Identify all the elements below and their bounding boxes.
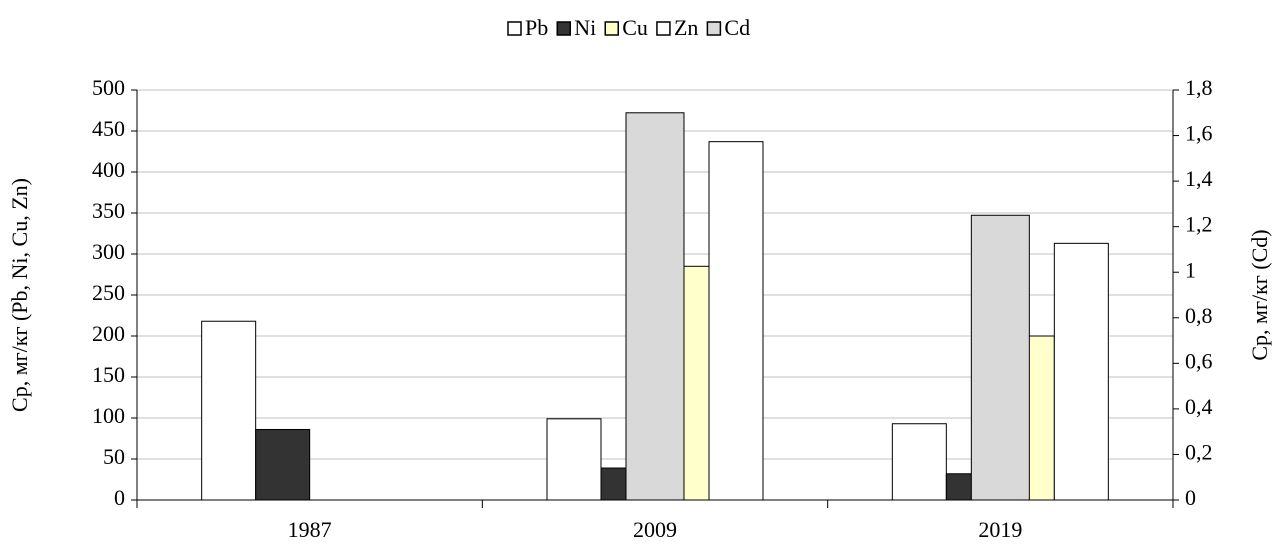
y-tick-label: 100 xyxy=(92,403,125,428)
y-tick-label: 250 xyxy=(92,280,125,305)
y2-tick-label: 1 xyxy=(1185,257,1196,282)
y2-tick-label: 0,2 xyxy=(1185,439,1213,464)
legend-swatch xyxy=(507,21,522,36)
y-tick-label: 500 xyxy=(92,75,125,100)
y-tick-label: 350 xyxy=(92,198,125,223)
y2-axis-label: Ср, мг/кг (Cd) xyxy=(1247,229,1272,360)
y2-tick-label: 0,4 xyxy=(1185,394,1213,419)
legend-label: Zn xyxy=(674,15,698,40)
legend-swatch xyxy=(556,21,571,36)
bar xyxy=(201,320,257,501)
x-tick-label: 2009 xyxy=(633,517,677,542)
bar xyxy=(891,423,947,501)
y-tick-label: 400 xyxy=(92,157,125,182)
x-tick-label: 1987 xyxy=(288,517,332,542)
y2-tick-label: 1,8 xyxy=(1185,75,1213,100)
y-tick-label: 300 xyxy=(92,239,125,264)
bar xyxy=(708,141,764,501)
y-tick-label: 200 xyxy=(92,321,125,346)
legend-label: Pb xyxy=(525,15,548,40)
legend-swatch xyxy=(604,21,619,36)
legend-label: Cu xyxy=(622,15,648,40)
y-tick-label: 0 xyxy=(114,485,125,510)
legend-swatch xyxy=(656,21,671,36)
y2-tick-label: 1,6 xyxy=(1185,121,1213,146)
bar xyxy=(970,214,1030,501)
y-tick-label: 450 xyxy=(92,116,125,141)
y-tick-label: 50 xyxy=(103,444,125,469)
y2-tick-label: 1,4 xyxy=(1185,166,1213,191)
y2-tick-label: 1,2 xyxy=(1185,212,1213,237)
y2-tick-label: 0 xyxy=(1185,485,1196,510)
legend-label: Cd xyxy=(724,15,750,40)
bar xyxy=(546,418,602,501)
bar xyxy=(1053,242,1109,501)
legend-swatch xyxy=(706,21,722,36)
bar xyxy=(625,112,685,501)
y2-tick-label: 0,6 xyxy=(1185,348,1213,373)
y2-tick-label: 0,8 xyxy=(1185,303,1213,328)
x-tick-label: 2019 xyxy=(978,517,1022,542)
y-axis-label: Ср, мг/кг (Pb, Ni, Cu, Zn) xyxy=(7,178,32,412)
legend-label: Ni xyxy=(574,15,596,40)
bar xyxy=(255,428,311,501)
y-tick-label: 150 xyxy=(92,362,125,387)
